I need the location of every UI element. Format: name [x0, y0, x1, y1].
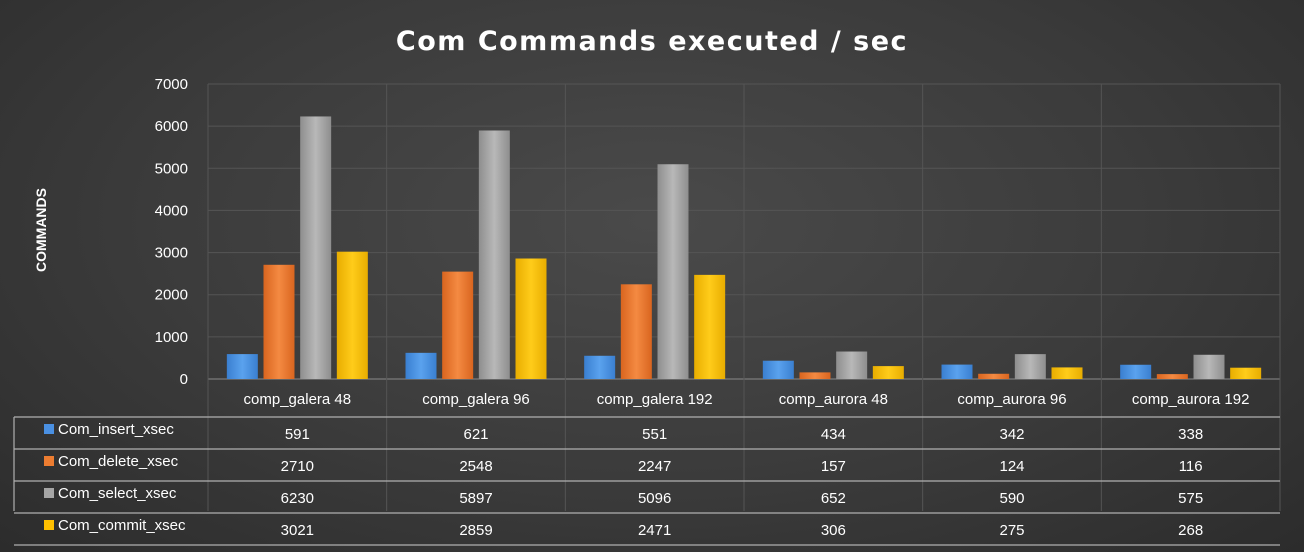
data-table-value: 338 [1178, 426, 1203, 443]
y-tick-label: 4000 [155, 202, 188, 219]
y-tick-label: 5000 [155, 160, 188, 177]
data-table-value: 2471 [638, 522, 671, 539]
data-table-value: 575 [1178, 490, 1203, 507]
legend-entry: Com_select_xsec [58, 485, 177, 502]
y-tick-label: 0 [180, 371, 188, 388]
y-axis-label: COMMANDS [33, 188, 49, 272]
category-label: comp_aurora 48 [779, 391, 888, 408]
legend-swatch [44, 424, 54, 434]
data-table-value: 2859 [459, 522, 492, 539]
category-label: comp_aurora 192 [1132, 391, 1250, 408]
data-table-value: 6230 [281, 490, 314, 507]
legend-swatch [44, 456, 54, 466]
bar-com-delete-xsec-3 [799, 372, 831, 379]
y-tick-label: 1000 [155, 329, 188, 346]
y-tick-labels: 0 1000 2000 3000 4000 5000 6000 7000 [155, 76, 188, 388]
legend-swatch [44, 488, 54, 498]
category-label: comp_galera 48 [244, 391, 352, 408]
bar-com-insert-xsec-3 [762, 360, 794, 379]
bar-com-select-xsec-5 [1193, 354, 1225, 379]
y-tick-label: 3000 [155, 245, 188, 262]
data-table: comp_galera 48 comp_galera 96 comp_galera … [13, 391, 1280, 546]
data-table-value: 652 [821, 490, 846, 507]
data-table-value: 621 [463, 426, 488, 443]
data-table-value: 591 [285, 426, 310, 443]
data-table-value: 124 [999, 458, 1024, 475]
legend-entry: Com_delete_xsec [58, 453, 179, 470]
data-table-value: 116 [1179, 458, 1203, 475]
data-table-value: 590 [999, 490, 1024, 507]
bar-com-select-xsec-4 [1014, 354, 1046, 379]
data-table-value: 306 [821, 522, 846, 539]
data-table-value: 5897 [459, 490, 492, 507]
y-tick-label: 7000 [155, 76, 188, 93]
data-table-value: 2548 [459, 458, 492, 475]
bar-com-delete-xsec-1 [442, 271, 474, 379]
bar-com-commit-xsec-2 [694, 274, 726, 379]
category-label: comp_aurora 96 [957, 391, 1066, 408]
data-table-value: 5096 [638, 490, 671, 507]
gridlines [207, 83, 1281, 511]
bar-com-select-xsec-1 [478, 130, 510, 379]
bar-com-delete-xsec-0 [263, 264, 295, 379]
bar-com-commit-xsec-4 [1051, 367, 1083, 379]
data-table-value: 342 [999, 426, 1024, 443]
y-tick-label: 6000 [155, 118, 188, 135]
bar-com-commit-xsec-3 [872, 366, 904, 379]
bar-com-delete-xsec-5 [1156, 374, 1188, 379]
bar-com-select-xsec-0 [300, 116, 332, 379]
data-table-value: 268 [1178, 522, 1203, 539]
bars [226, 116, 1262, 379]
data-table-value: 551 [642, 426, 667, 443]
category-label: comp_galera 96 [422, 391, 530, 408]
bar-com-insert-xsec-4 [941, 364, 973, 379]
chart-title: Com Commands executed / sec [396, 26, 908, 57]
legend-swatch [44, 520, 54, 530]
y-tick-label: 2000 [155, 287, 188, 304]
bar-com-commit-xsec-0 [336, 251, 368, 379]
bar-com-insert-xsec-5 [1120, 364, 1152, 379]
bar-com-insert-xsec-1 [405, 352, 437, 379]
legend-entry: Com_commit_xsec [58, 517, 186, 534]
bar-com-delete-xsec-4 [978, 373, 1010, 379]
category-label: comp_galera 192 [597, 391, 713, 408]
bar-com-commit-xsec-5 [1230, 367, 1262, 379]
data-table-value: 2710 [281, 458, 314, 475]
data-table-value: 157 [821, 458, 846, 475]
data-table-value: 3021 [281, 522, 314, 539]
data-table-value: 434 [821, 426, 846, 443]
bar-com-insert-xsec-2 [584, 355, 616, 379]
bar-com-select-xsec-3 [836, 351, 868, 379]
bar-com-insert-xsec-0 [226, 354, 258, 379]
bar-com-delete-xsec-2 [620, 284, 652, 379]
data-table-value: 2247 [638, 458, 671, 475]
data-table-value: 275 [999, 522, 1024, 539]
bar-com-select-xsec-2 [657, 164, 689, 379]
bar-com-commit-xsec-1 [515, 258, 547, 379]
legend-entry: Com_insert_xsec [58, 421, 174, 438]
